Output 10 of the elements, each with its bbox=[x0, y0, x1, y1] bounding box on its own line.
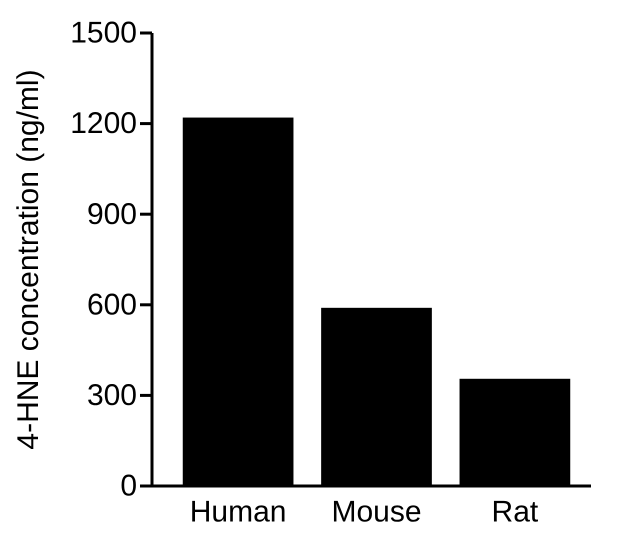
y-tick-label: 300 bbox=[86, 379, 137, 412]
y-tick-label: 1500 bbox=[70, 16, 137, 50]
y-tick-label: 900 bbox=[86, 198, 137, 231]
x-tick-label: Human bbox=[190, 495, 286, 528]
x-tick-label: Mouse bbox=[331, 495, 422, 528]
y-tick-label: 1200 bbox=[70, 107, 137, 140]
y-tick-label: 0 bbox=[120, 470, 137, 503]
y-tick-label: 600 bbox=[86, 288, 137, 322]
x-tick-label: Rat bbox=[492, 495, 539, 528]
y-axis-title: 4-HNE concentration (ng/ml) bbox=[12, 69, 45, 450]
